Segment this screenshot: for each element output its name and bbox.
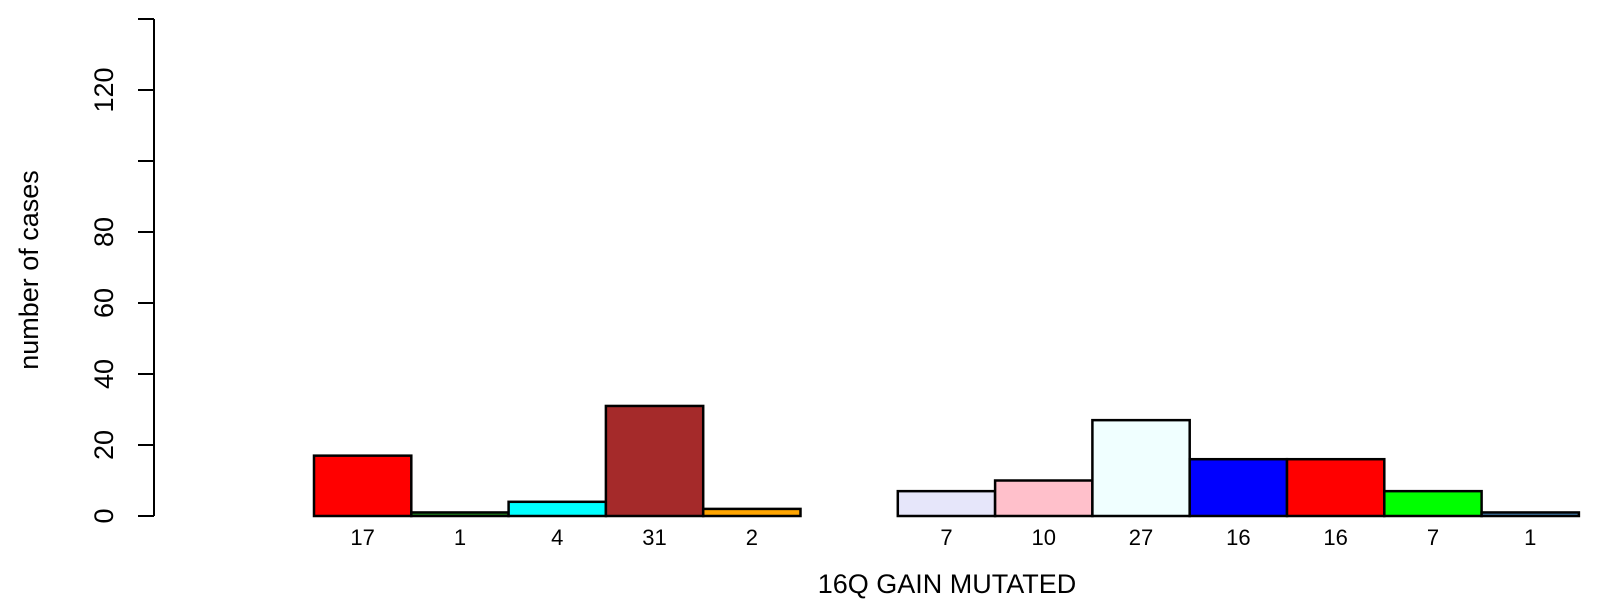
bar-value-label: 4 <box>551 525 563 550</box>
bar-value-label: 10 <box>1032 525 1056 550</box>
bar <box>1091 418 1191 518</box>
bar-value-label: 31 <box>642 525 666 550</box>
x-axis-title: 16Q GAIN MUTATED <box>818 569 1077 599</box>
bars-group <box>312 404 1581 518</box>
bar <box>507 500 608 518</box>
bar <box>1285 457 1386 518</box>
bar-value-label: 17 <box>350 525 374 550</box>
y-tick-label: 60 <box>89 288 119 318</box>
y-tick-label: 20 <box>89 430 119 460</box>
y-axis: 0 20 40 60 80 120 <box>89 18 155 524</box>
bar <box>312 454 413 518</box>
bar-labels-group: 17 1 4 31 2 7 10 27 16 16 7 1 <box>350 525 1536 550</box>
bar <box>410 511 510 518</box>
bar <box>993 479 1094 518</box>
bar <box>1480 511 1581 518</box>
bar-value-label: 16 <box>1323 525 1347 550</box>
y-axis-title: number of cases <box>14 170 44 370</box>
bar-value-label: 7 <box>1427 525 1439 550</box>
bar <box>604 404 705 518</box>
bar <box>1188 457 1289 518</box>
y-tick-label: 0 <box>89 508 119 523</box>
bar-value-label: 16 <box>1226 525 1250 550</box>
bar-value-label: 1 <box>454 525 466 550</box>
bar-value-label: 27 <box>1129 525 1153 550</box>
bar <box>1383 489 1483 518</box>
y-tick-label: 120 <box>89 67 119 112</box>
y-tick-label: 40 <box>89 359 119 389</box>
bar-value-label: 1 <box>1524 525 1536 550</box>
bar <box>896 489 997 518</box>
bar <box>701 507 802 518</box>
bar-value-label: 7 <box>940 525 952 550</box>
y-tick-label: 80 <box>89 217 119 247</box>
bar-value-label: 2 <box>746 525 758 550</box>
